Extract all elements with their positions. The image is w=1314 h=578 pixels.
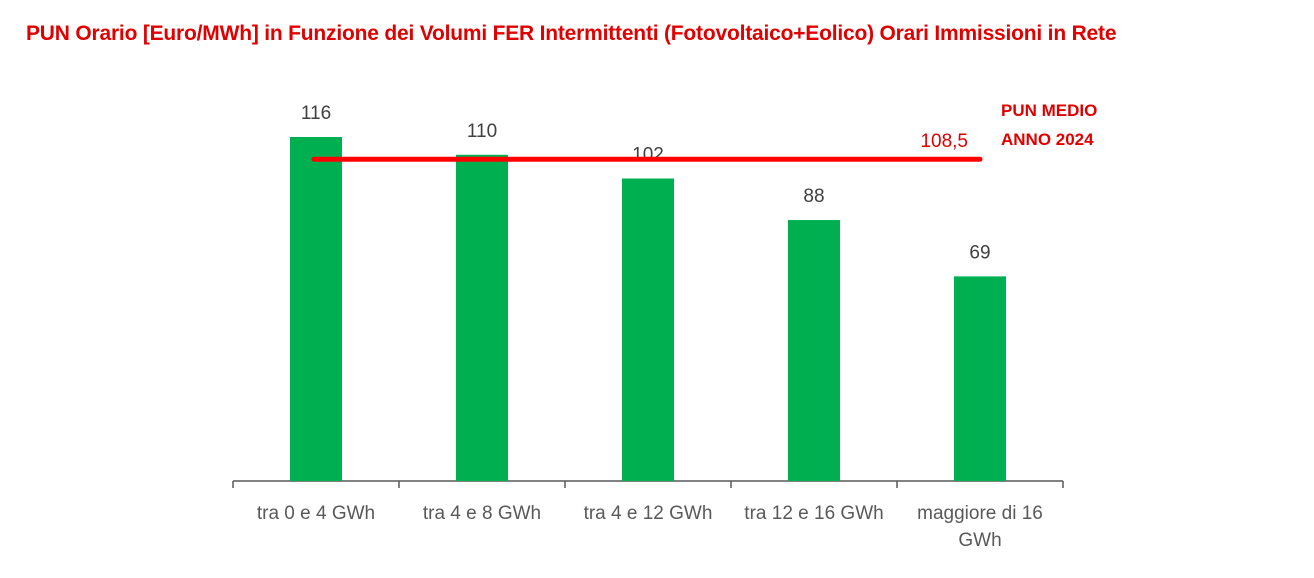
average-caption: ANNO 2024 — [1001, 130, 1094, 149]
average-value-label: 108,5 — [920, 131, 968, 152]
bar — [456, 154, 508, 482]
bar — [788, 220, 840, 481]
data-label: 110 — [467, 121, 497, 142]
x-tick-label: tra 12 e 16 GWh — [744, 503, 883, 524]
x-tick-label: tra 0 e 4 GWh — [257, 503, 375, 524]
x-tick-label: tra 4 e 8 GWh — [423, 503, 541, 524]
reference-layer: 108,5 PUN MEDIO ANNO 2024 — [311, 101, 1097, 162]
data-label: 88 — [803, 186, 824, 207]
bar — [622, 178, 674, 481]
bars-layer — [290, 137, 1006, 482]
labels-layer: 116 tra 0 e 4 GWh 110 tra 4 e 8 GWh 102 tra 4… — [257, 103, 1043, 551]
x-tick-label: maggiore di 16 — [917, 503, 1043, 524]
data-label: 116 — [301, 103, 331, 124]
data-label: 102 — [632, 145, 664, 166]
bar — [290, 137, 342, 481]
x-tick-label: GWh — [958, 530, 1001, 551]
chart-title: PUN Orario [Euro/MWh] in Funzione dei Vo… — [26, 22, 1117, 45]
bar — [954, 276, 1006, 481]
axis-layer — [232, 480, 1064, 488]
average-caption: PUN MEDIO — [1001, 101, 1097, 120]
data-label: 69 — [969, 242, 990, 263]
x-tick-label: tra 4 e 12 GWh — [584, 503, 713, 524]
